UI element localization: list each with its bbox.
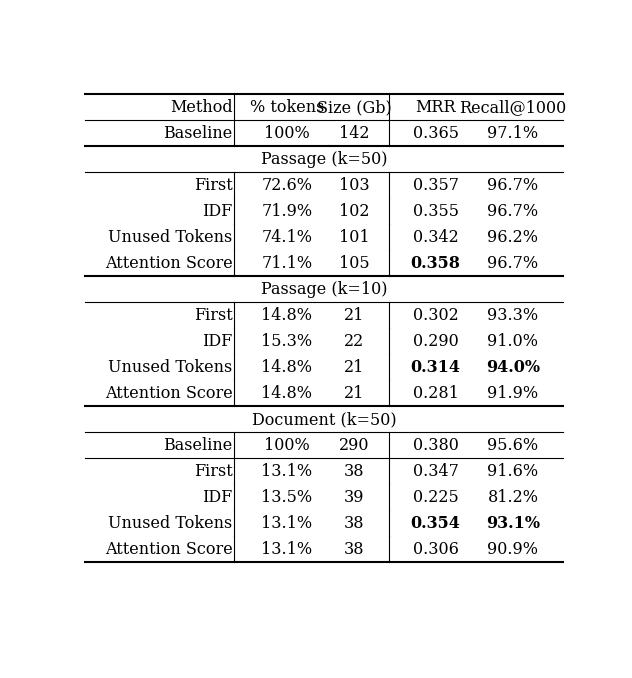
Text: 13.1%: 13.1% bbox=[261, 463, 312, 480]
Text: 0.347: 0.347 bbox=[413, 463, 458, 480]
Text: Unused Tokens: Unused Tokens bbox=[108, 229, 233, 246]
Text: 0.354: 0.354 bbox=[411, 515, 461, 532]
Text: 105: 105 bbox=[339, 255, 370, 272]
Text: 0.281: 0.281 bbox=[413, 385, 458, 402]
Text: Baseline: Baseline bbox=[163, 125, 233, 142]
Text: % tokens: % tokens bbox=[250, 99, 324, 116]
Text: 91.9%: 91.9% bbox=[487, 385, 538, 402]
Text: 21: 21 bbox=[344, 359, 364, 376]
Text: 38: 38 bbox=[344, 515, 365, 532]
Text: 100%: 100% bbox=[264, 125, 310, 142]
Text: Unused Tokens: Unused Tokens bbox=[108, 359, 233, 376]
Text: 103: 103 bbox=[339, 177, 370, 194]
Text: 0.302: 0.302 bbox=[413, 307, 458, 324]
Text: 81.2%: 81.2% bbox=[487, 489, 538, 506]
Text: 39: 39 bbox=[344, 489, 365, 506]
Text: 93.3%: 93.3% bbox=[487, 307, 538, 324]
Text: Passage (k=50): Passage (k=50) bbox=[260, 151, 387, 168]
Text: 0.355: 0.355 bbox=[413, 203, 458, 220]
Text: 14.8%: 14.8% bbox=[261, 307, 312, 324]
Text: 97.1%: 97.1% bbox=[487, 125, 538, 142]
Text: 14.8%: 14.8% bbox=[261, 385, 312, 402]
Text: Attention Score: Attention Score bbox=[105, 541, 233, 558]
Text: First: First bbox=[193, 307, 233, 324]
Text: IDF: IDF bbox=[202, 489, 233, 506]
Text: 0.306: 0.306 bbox=[413, 541, 458, 558]
Text: Attention Score: Attention Score bbox=[105, 385, 233, 402]
Text: 0.365: 0.365 bbox=[413, 125, 458, 142]
Text: Method: Method bbox=[170, 99, 233, 116]
Text: 21: 21 bbox=[344, 307, 364, 324]
Text: 71.9%: 71.9% bbox=[261, 203, 312, 220]
Text: 96.7%: 96.7% bbox=[487, 177, 538, 194]
Text: 91.0%: 91.0% bbox=[487, 333, 538, 350]
Text: 0.358: 0.358 bbox=[411, 255, 461, 272]
Text: 0.225: 0.225 bbox=[413, 489, 458, 506]
Text: 21: 21 bbox=[344, 385, 364, 402]
Text: 142: 142 bbox=[339, 125, 369, 142]
Text: Unused Tokens: Unused Tokens bbox=[108, 515, 233, 532]
Text: 91.6%: 91.6% bbox=[487, 463, 538, 480]
Text: 0.290: 0.290 bbox=[413, 333, 458, 350]
Text: 90.9%: 90.9% bbox=[487, 541, 538, 558]
Text: Size (Gb): Size (Gb) bbox=[317, 99, 391, 116]
Text: Recall@1000: Recall@1000 bbox=[459, 99, 567, 116]
Text: 22: 22 bbox=[344, 333, 364, 350]
Text: 0.342: 0.342 bbox=[413, 229, 458, 246]
Text: 102: 102 bbox=[339, 203, 369, 220]
Text: 96.7%: 96.7% bbox=[487, 255, 538, 272]
Text: 38: 38 bbox=[344, 541, 365, 558]
Text: 14.8%: 14.8% bbox=[261, 359, 312, 376]
Text: Attention Score: Attention Score bbox=[105, 255, 233, 272]
Text: IDF: IDF bbox=[202, 333, 233, 350]
Text: First: First bbox=[193, 463, 233, 480]
Text: 93.1%: 93.1% bbox=[486, 515, 540, 532]
Text: 15.3%: 15.3% bbox=[261, 333, 312, 350]
Text: MRR: MRR bbox=[415, 99, 456, 116]
Text: 100%: 100% bbox=[264, 437, 310, 454]
Text: 0.380: 0.380 bbox=[413, 437, 458, 454]
Text: 72.6%: 72.6% bbox=[261, 177, 312, 194]
Text: Document (k=50): Document (k=50) bbox=[252, 411, 396, 428]
Text: 96.7%: 96.7% bbox=[487, 203, 538, 220]
Text: Baseline: Baseline bbox=[163, 437, 233, 454]
Text: 13.5%: 13.5% bbox=[261, 489, 312, 506]
Text: First: First bbox=[193, 177, 233, 194]
Text: 38: 38 bbox=[344, 463, 365, 480]
Text: 0.314: 0.314 bbox=[411, 359, 461, 376]
Text: 13.1%: 13.1% bbox=[261, 541, 312, 558]
Text: 0.357: 0.357 bbox=[413, 177, 458, 194]
Text: 96.2%: 96.2% bbox=[487, 229, 538, 246]
Text: IDF: IDF bbox=[202, 203, 233, 220]
Text: 74.1%: 74.1% bbox=[261, 229, 312, 246]
Text: Passage (k=10): Passage (k=10) bbox=[260, 281, 387, 298]
Text: 13.1%: 13.1% bbox=[261, 515, 312, 532]
Text: 71.1%: 71.1% bbox=[261, 255, 312, 272]
Text: 101: 101 bbox=[339, 229, 370, 246]
Text: 290: 290 bbox=[339, 437, 369, 454]
Text: 95.6%: 95.6% bbox=[487, 437, 538, 454]
Text: 94.0%: 94.0% bbox=[486, 359, 540, 376]
